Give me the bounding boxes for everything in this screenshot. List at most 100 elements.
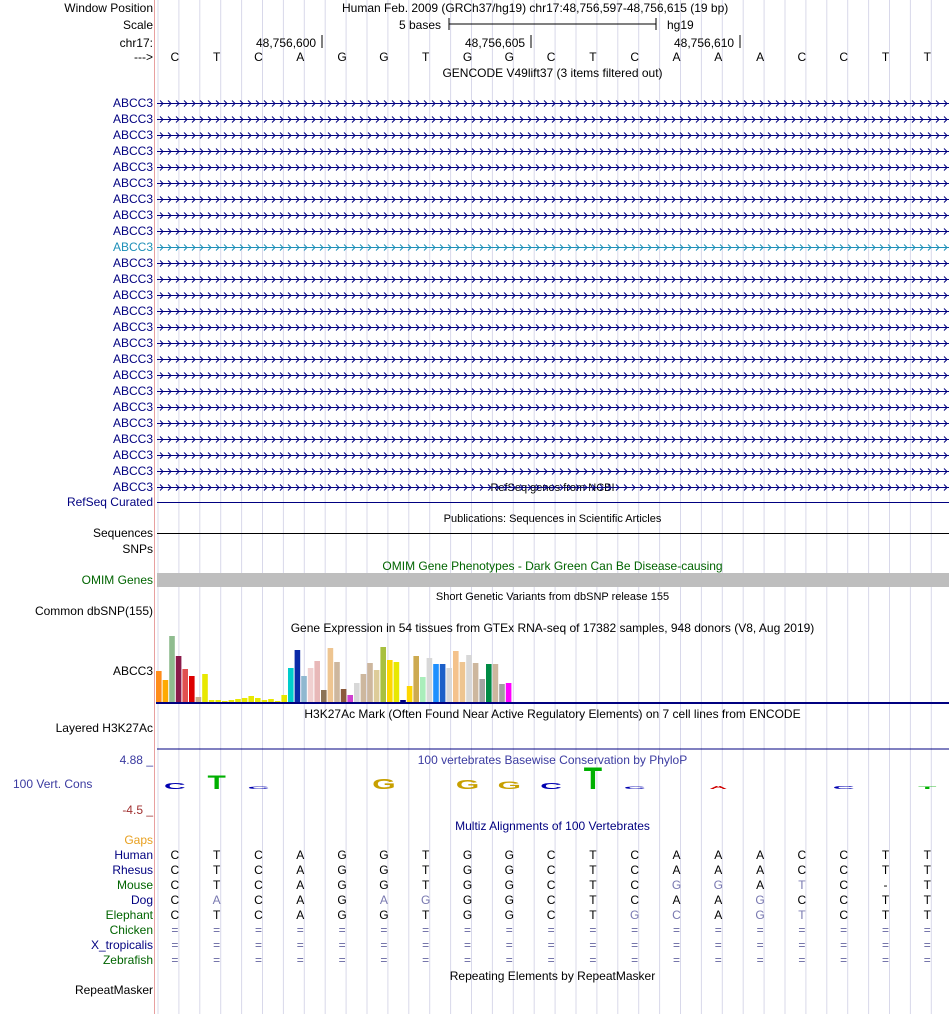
gene-label-abcc3[interactable]: ABCC3 (112, 256, 153, 270)
gtex-bar (274, 701, 281, 702)
omim-track-label[interactable]: OMIM Genes (81, 573, 153, 587)
gene-label-abcc3[interactable]: ABCC3 (112, 192, 153, 206)
refseq-line (157, 502, 949, 503)
tick-label: 48,756,605 (465, 36, 526, 50)
gene-label-abcc3[interactable]: ABCC3 (112, 400, 153, 414)
alignment-base: G (504, 878, 514, 892)
gene-label-abcc3[interactable]: ABCC3 (112, 160, 153, 174)
alignment-base: = (881, 923, 889, 937)
gene-label-abcc3[interactable]: ABCC3 (112, 320, 153, 334)
repeatmasker-track-title[interactable]: Repeating Elements by RepeatMasker (449, 969, 656, 983)
gtex-bar (222, 701, 228, 702)
base-letter: A (296, 50, 305, 64)
gencode-track-title[interactable]: GENCODE V49lift37 (3 items filtered out) (442, 66, 663, 80)
publications-track-title[interactable]: Publications: Sequences in Scientific Ar… (443, 513, 662, 525)
alignment-base: = (505, 953, 513, 967)
strand-arrows (159, 292, 948, 299)
phylop-track-title[interactable]: 100 vertebrates Basewise Conservation by… (417, 753, 688, 767)
gtex-track-title[interactable]: Gene Expression in 54 tissues from GTEx … (290, 621, 815, 635)
alignment-base: A (714, 908, 723, 922)
phylop-glyph: C (833, 785, 855, 790)
gene-label-abcc3[interactable]: ABCC3 (112, 416, 153, 430)
base-letter: C (839, 50, 849, 64)
alignment-base: = (881, 953, 889, 967)
strand-arrows (159, 180, 948, 187)
species-label[interactable]: Human (114, 848, 153, 862)
gene-label-abcc3[interactable]: ABCC3 (112, 96, 153, 110)
phylop-track-label[interactable]: 100 Vert. Cons (13, 777, 93, 791)
alignment-base: A (672, 863, 681, 877)
strand-arrows (159, 404, 948, 411)
dbsnp-track-title[interactable]: Short Genetic Variants from dbSNP releas… (435, 591, 670, 603)
alignment-base: = (463, 938, 471, 952)
strand-arrows (159, 100, 948, 107)
strand-arrows (159, 164, 948, 171)
gene-label-abcc3[interactable]: ABCC3 (112, 176, 153, 190)
gtex-bar (486, 664, 492, 702)
gene-label-abcc3[interactable]: ABCC3 (112, 240, 153, 254)
gtex-bar (281, 695, 287, 702)
species-label[interactable]: Chicken (109, 923, 153, 937)
species-label[interactable]: X_tropicalis (90, 938, 153, 952)
species-label[interactable]: Rhesus (112, 863, 153, 877)
alignment-base: T (422, 863, 430, 877)
h3k27ac-track-title[interactable]: H3K27Ac Mark (Often Found Near Active Re… (304, 707, 801, 721)
gene-label-abcc3[interactable]: ABCC3 (112, 464, 153, 478)
gene-label-abcc3[interactable]: ABCC3 (112, 272, 153, 286)
alignment-base: G (337, 878, 347, 892)
repeatmasker-track-label[interactable]: RepeatMasker (74, 983, 153, 997)
alignment-base: = (756, 938, 764, 952)
gene-label-abcc3[interactable]: ABCC3 (112, 336, 153, 350)
species-label[interactable]: Dog (130, 893, 153, 907)
base-letter: T (589, 50, 597, 64)
gene-label-abcc3[interactable]: ABCC3 (112, 288, 153, 302)
phylop-glyph: G (372, 776, 395, 792)
gene-label-abcc3[interactable]: ABCC3 (112, 128, 153, 142)
gene-label-abcc3[interactable]: ABCC3 (112, 208, 153, 222)
gene-label-abcc3[interactable]: ABCC3 (112, 144, 153, 158)
gene-label-abcc3[interactable]: ABCC3 (112, 480, 153, 494)
gene-label-abcc3[interactable]: ABCC3 (112, 448, 153, 462)
gene-label-abcc3[interactable]: ABCC3 (112, 384, 153, 398)
alignment-base: = (380, 923, 388, 937)
base-letter: G (504, 50, 514, 64)
gene-label-abcc3[interactable]: ABCC3 (112, 112, 153, 126)
alignment-base: = (505, 938, 513, 952)
alignment-base: = (714, 938, 722, 952)
h3k27ac-track-label[interactable]: Layered H3K27Ac (55, 721, 153, 735)
gtex-bar (288, 668, 294, 702)
omim-phenotype-bar[interactable] (157, 573, 949, 587)
alignment-base: = (380, 938, 388, 952)
gene-label-abcc3[interactable]: ABCC3 (112, 368, 153, 382)
gtex-gene-label[interactable]: ABCC3 (112, 664, 153, 678)
gene-label-abcc3[interactable]: ABCC3 (112, 352, 153, 366)
multiz-track-title[interactable]: Multiz Alignments of 100 Vertebrates (455, 819, 650, 833)
dbsnp-track-label[interactable]: Common dbSNP(155) (34, 604, 153, 618)
alignment-base: A (212, 893, 221, 907)
species-label[interactable]: Elephant (105, 908, 153, 922)
gtex-bar (175, 656, 182, 702)
alignment-base: C (254, 863, 263, 877)
gtex-bar (426, 658, 433, 702)
strand-arrows (159, 468, 948, 475)
strand-arrows (159, 148, 948, 155)
alignment-base: T (589, 848, 597, 862)
base-letter: T (422, 50, 430, 64)
alignment-base: T (422, 848, 430, 862)
omim-track-title[interactable]: OMIM Gene Phenotypes - Dark Green Can Be… (382, 559, 723, 573)
publications-label-sequences[interactable]: Sequences (92, 526, 153, 540)
base-letter: T (923, 50, 931, 64)
gene-label-abcc3[interactable]: ABCC3 (112, 224, 153, 238)
alignment-base: C (630, 878, 640, 892)
refseq-track-label[interactable]: RefSeq Curated (66, 495, 153, 509)
alignment-base: C (170, 863, 180, 877)
gene-label-abcc3[interactable]: ABCC3 (112, 304, 153, 318)
base-letter: T (213, 50, 221, 64)
gene-label-abcc3[interactable]: ABCC3 (112, 432, 153, 446)
alignment-base: = (756, 923, 764, 937)
species-label[interactable]: Mouse (116, 878, 153, 892)
tick-label: 48,756,600 (256, 36, 317, 50)
publications-label-snps[interactable]: SNPs (122, 542, 153, 556)
species-label[interactable]: Zebrafish (102, 953, 153, 967)
